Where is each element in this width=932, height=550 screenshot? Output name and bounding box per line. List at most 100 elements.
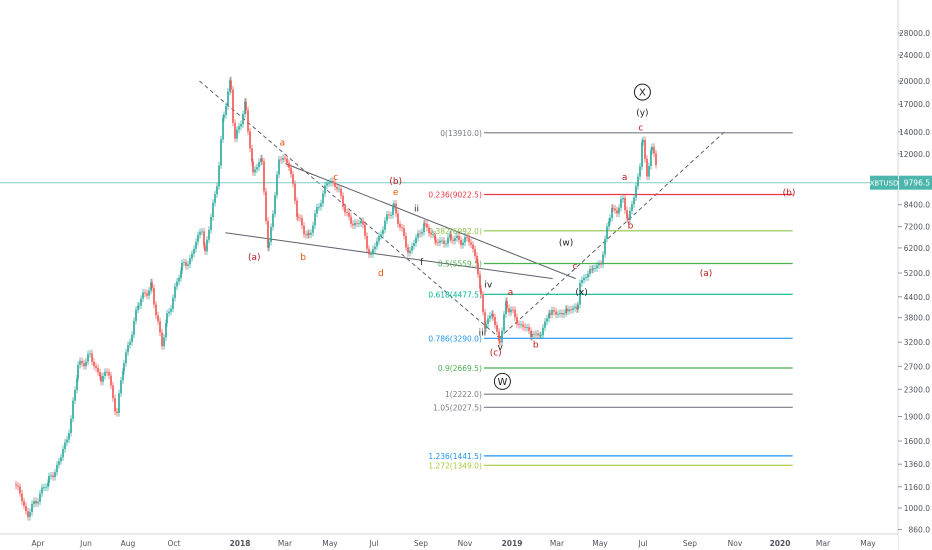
price-candle xyxy=(551,310,553,315)
price-candle xyxy=(501,330,503,343)
price-candle xyxy=(305,234,307,236)
price-candle xyxy=(234,122,236,139)
circled-wave-label: W xyxy=(497,377,507,388)
price-candle xyxy=(236,129,238,139)
time-tick-label: May xyxy=(860,539,876,548)
wave-label: (a) xyxy=(248,253,261,263)
price-candle xyxy=(58,461,60,465)
price-candle xyxy=(419,233,421,235)
fib-level-label: 0.382(6992.0) xyxy=(428,227,482,236)
price-candle xyxy=(491,313,493,316)
price-candle xyxy=(452,239,454,241)
price-candle xyxy=(608,221,610,227)
price-candle xyxy=(374,246,376,250)
price-candle xyxy=(366,235,368,249)
price-candle xyxy=(480,288,482,295)
price-candle xyxy=(286,158,288,164)
price-candle xyxy=(282,157,284,160)
price-candle xyxy=(25,505,27,512)
wave-label: c xyxy=(333,173,338,183)
price-candle xyxy=(208,229,210,240)
price-candle xyxy=(251,148,253,162)
price-candle xyxy=(225,106,227,115)
price-candle xyxy=(72,400,74,419)
price-candle xyxy=(195,241,197,249)
wave-label: c xyxy=(638,123,643,133)
price-candle xyxy=(138,305,140,307)
price-candle xyxy=(496,325,498,332)
price-candle xyxy=(135,309,137,321)
price-candle xyxy=(308,233,310,235)
price-candle xyxy=(462,242,464,246)
wave-label: iv xyxy=(484,280,493,290)
price-candle xyxy=(258,161,260,168)
price-candle xyxy=(356,222,358,224)
price-candle xyxy=(395,203,397,214)
time-tick-label: Sep xyxy=(683,539,697,548)
price-candle xyxy=(87,354,89,362)
price-candle xyxy=(159,321,161,333)
price-candle xyxy=(530,330,532,337)
time-tick-label: Nov xyxy=(458,539,473,548)
price-candle xyxy=(616,210,618,214)
time-tick-label: Nov xyxy=(728,539,743,548)
price-candle xyxy=(64,442,66,450)
price-candle xyxy=(434,234,436,241)
time-axis[interactable]: Apr Jun Aug Oct 2018 Mar May Jul Sep Nov 2019 Mar Ma… xyxy=(0,535,898,550)
price-candle xyxy=(340,188,342,196)
time-tick-label: Jul xyxy=(637,539,647,548)
price-candle xyxy=(334,182,336,187)
price-candle xyxy=(614,208,616,211)
price-candle xyxy=(346,212,348,214)
time-tick-label: Sep xyxy=(414,539,428,548)
price-candle xyxy=(249,131,251,149)
price-candle xyxy=(540,335,542,337)
price-candle xyxy=(380,234,382,236)
price-candle xyxy=(332,180,334,183)
price-axis[interactable]: 28000.0 24000.0 20000.0 17000.0 14000.0 12000… xyxy=(898,0,932,535)
price-candle xyxy=(460,240,462,246)
price-candle xyxy=(106,371,108,373)
price-candle xyxy=(155,304,157,316)
last-price-badge: XBTUSD 9796.5 xyxy=(870,175,932,190)
price-tick-label: 12000.0 xyxy=(899,150,930,159)
price-candle xyxy=(324,185,326,194)
price-candle xyxy=(41,487,43,494)
price-candle xyxy=(468,237,470,243)
price-candle xyxy=(296,200,298,217)
price-candle xyxy=(254,169,256,173)
price-tick-label: 8400.0 xyxy=(904,201,930,210)
wave-labels-layer: (a)abcd(b)eiifiviiiav(c)b(w)c(x)abc(y)(a… xyxy=(248,83,795,390)
price-candle xyxy=(280,159,282,161)
price-candle xyxy=(336,187,338,189)
price-candle xyxy=(372,249,374,255)
price-candle xyxy=(218,165,220,187)
price-candle xyxy=(476,256,478,263)
fib-level-label: 0.5(5559.5) xyxy=(438,260,482,269)
price-candle xyxy=(413,243,415,246)
price-candle xyxy=(50,475,52,477)
price-candle xyxy=(17,485,19,487)
price-candle xyxy=(382,229,384,235)
price-candle xyxy=(557,313,559,315)
price-candle xyxy=(232,89,234,123)
price-candle xyxy=(553,310,555,312)
price-candle xyxy=(27,511,29,517)
price-candle xyxy=(310,232,312,235)
symbol-badge xyxy=(870,175,898,190)
price-candle xyxy=(140,298,142,306)
price-candle xyxy=(83,363,85,367)
price-candle xyxy=(485,324,487,329)
price-candle xyxy=(227,91,229,106)
price-candle xyxy=(193,248,195,254)
price-candle xyxy=(118,393,120,413)
price-candle xyxy=(320,203,322,207)
price-candle xyxy=(229,80,231,92)
circled-wave-marker xyxy=(493,372,511,390)
price-candle xyxy=(47,482,49,487)
price-candle xyxy=(318,206,320,208)
price-candle xyxy=(170,308,172,312)
price-candle xyxy=(458,235,460,240)
price-candle xyxy=(203,231,205,246)
